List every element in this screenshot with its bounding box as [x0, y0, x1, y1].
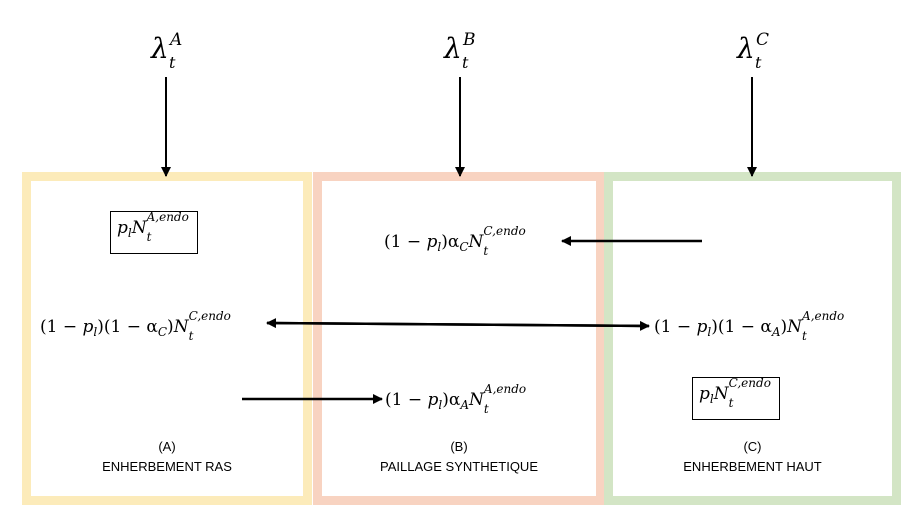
zone-b-letter: (B) [450, 439, 468, 454]
lambda-a-input: λ A t [151, 30, 211, 72]
lambda-subscript: t [462, 53, 469, 72]
lambda-superscript: C [756, 30, 770, 50]
zone-c-letter: (C) [743, 439, 762, 454]
lambda-symbol: λ [737, 32, 755, 65]
lambda-subscript: t [755, 53, 762, 72]
zone-c-caption: (C) ENHERBEMENT HAUT [613, 437, 892, 477]
lambda-symbol: λ [151, 32, 169, 65]
lambda-superscript: A [170, 30, 183, 50]
zone-b-caption: (B) PAILLAGE SYNTHETIQUE [322, 437, 596, 477]
lambda-b-input: λ B t [444, 30, 504, 72]
zone-a-name: ENHERBEMENT RAS [102, 459, 232, 474]
lambda-symbol: λ [444, 32, 462, 65]
lambda-superscript: B [463, 30, 476, 50]
lambda-subscript: t [169, 53, 176, 72]
zone-a-caption: (A) ENHERBEMENT RAS [31, 437, 303, 477]
zone-c-name: ENHERBEMENT HAUT [683, 459, 822, 474]
zone-b-name: PAILLAGE SYNTHETIQUE [380, 459, 538, 474]
lambda-c-input: λ C t [737, 30, 797, 72]
arrow-c-to-a [266, 318, 650, 329]
zone-a-letter: (A) [158, 439, 176, 454]
